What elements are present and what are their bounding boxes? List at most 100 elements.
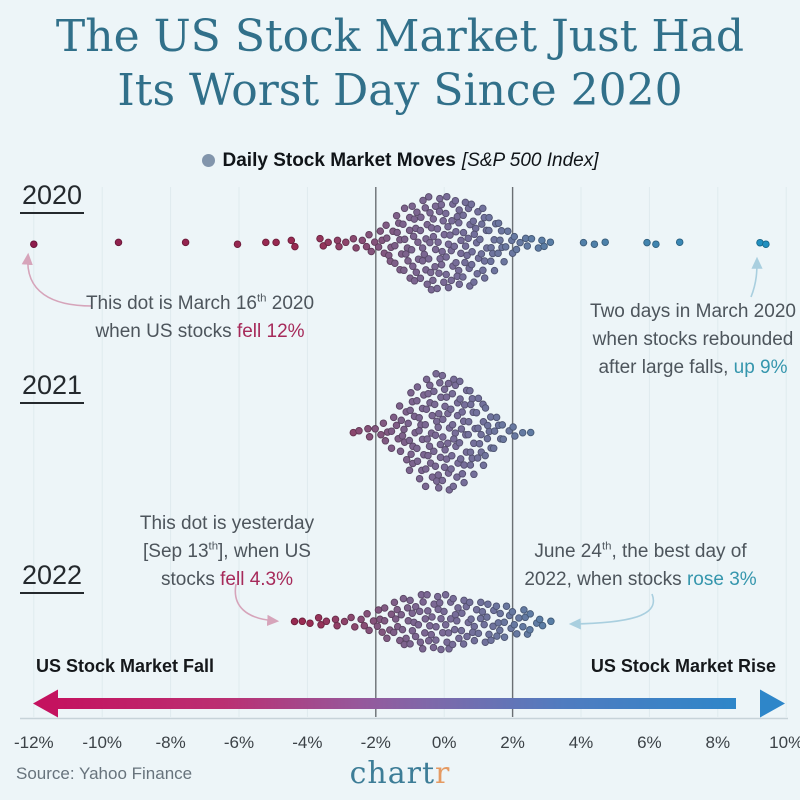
daily-move-dot bbox=[421, 420, 430, 429]
daily-move-dot bbox=[461, 258, 469, 267]
daily-move-dot bbox=[421, 482, 430, 491]
daily-move-dot bbox=[426, 238, 434, 247]
axis-tick-label: -2% bbox=[360, 733, 391, 752]
chart-title-line1: The US Stock Market Just Had bbox=[55, 11, 745, 62]
daily-move-dot bbox=[452, 227, 460, 236]
daily-move-dot bbox=[444, 439, 452, 447]
fall-rise-gradient-arrow bbox=[33, 689, 785, 718]
daily-move-dot bbox=[389, 413, 398, 422]
daily-move-dot bbox=[441, 621, 450, 629]
daily-move-dot bbox=[500, 257, 508, 266]
daily-move-dot bbox=[416, 274, 425, 283]
daily-move-dot bbox=[395, 402, 404, 410]
daily-move-dot bbox=[518, 428, 527, 437]
daily-move-dot bbox=[415, 474, 424, 483]
daily-move-dot bbox=[455, 439, 464, 447]
daily-move-dot bbox=[579, 238, 588, 247]
daily-move-dot bbox=[546, 238, 555, 246]
daily-move-dot bbox=[434, 238, 442, 246]
daily-move-dot bbox=[459, 640, 468, 648]
daily-move-dot bbox=[473, 269, 481, 278]
daily-move-dot bbox=[422, 465, 430, 473]
daily-move-dot bbox=[387, 427, 396, 435]
daily-move-dot bbox=[435, 599, 444, 607]
daily-move-dot bbox=[449, 594, 457, 603]
daily-move-dot bbox=[262, 238, 270, 247]
daily-move-dot bbox=[468, 248, 476, 256]
daily-move-dot bbox=[424, 451, 432, 460]
daily-move-dot bbox=[422, 375, 431, 384]
daily-move-dot bbox=[409, 262, 417, 271]
daily-move-dot bbox=[418, 244, 427, 252]
daily-move-dot bbox=[335, 242, 343, 251]
daily-move-dot bbox=[181, 238, 190, 247]
arrow-left-head bbox=[33, 689, 58, 718]
daily-move-dot bbox=[391, 259, 399, 267]
daily-move-dot bbox=[422, 405, 431, 413]
daily-move-dot bbox=[423, 280, 431, 288]
daily-move-dot bbox=[431, 245, 440, 254]
daily-move-dot bbox=[444, 379, 453, 388]
arrow-to-sep13-dot bbox=[234, 583, 280, 626]
daily-move-dot bbox=[467, 615, 475, 623]
daily-move-dot bbox=[433, 592, 442, 601]
daily-move-dot bbox=[434, 484, 443, 492]
daily-move-dot bbox=[473, 454, 482, 462]
daily-move-dot bbox=[392, 211, 401, 220]
daily-move-dot bbox=[526, 610, 534, 618]
axis-tick-label: -4% bbox=[292, 733, 323, 752]
daily-move-dot bbox=[477, 598, 485, 607]
daily-move-dot bbox=[397, 610, 406, 619]
daily-move-dot bbox=[434, 423, 442, 432]
daily-move-dot bbox=[455, 219, 463, 227]
daily-move-dot bbox=[467, 400, 475, 409]
daily-move-dot bbox=[496, 236, 504, 244]
daily-move-dot bbox=[387, 444, 396, 452]
daily-move-dot bbox=[499, 435, 508, 444]
daily-move-dot bbox=[403, 604, 412, 612]
daily-move-dot bbox=[444, 629, 453, 637]
annotation-june2022: June 24th, the best day of 2022, when st… bbox=[524, 540, 757, 590]
daily-move-dot bbox=[426, 209, 434, 217]
daily-move-dot bbox=[470, 278, 478, 286]
daily-move-dot bbox=[500, 618, 509, 627]
daily-move-dot bbox=[457, 236, 465, 245]
axis-tick-label: -12% bbox=[13, 733, 54, 752]
daily-move-dot bbox=[453, 617, 461, 625]
daily-move-dot bbox=[352, 244, 360, 252]
daily-move-dot bbox=[438, 476, 447, 485]
daily-move-dot bbox=[413, 457, 422, 465]
daily-move-dot bbox=[431, 431, 440, 439]
daily-move-dot bbox=[479, 461, 488, 470]
daily-move-dot bbox=[396, 447, 405, 456]
daily-move-dot bbox=[357, 615, 365, 624]
axis-tick-label: 4% bbox=[568, 733, 594, 752]
daily-move-dot bbox=[371, 425, 379, 433]
daily-move-dot bbox=[358, 236, 367, 245]
daily-move-dot bbox=[393, 605, 401, 614]
daily-move-dot bbox=[421, 615, 430, 623]
daily-move-dot bbox=[490, 427, 499, 435]
daily-move-dot bbox=[317, 621, 325, 629]
daily-move-dot bbox=[470, 636, 479, 645]
daily-move-dot bbox=[400, 235, 409, 244]
axis-tick-label: 10% bbox=[769, 733, 800, 752]
daily-move-dot bbox=[437, 645, 445, 654]
daily-move-dot bbox=[483, 613, 491, 621]
daily-move-dot bbox=[380, 604, 389, 612]
daily-move-dot bbox=[440, 607, 448, 616]
daily-move-dot bbox=[498, 421, 507, 429]
daily-move-dot bbox=[458, 408, 466, 416]
arrow-to-rebound-dots bbox=[750, 256, 763, 298]
daily-move-dot bbox=[400, 425, 408, 434]
daily-move-dot bbox=[431, 262, 439, 271]
annotation-arrows bbox=[21, 252, 763, 630]
daily-move-dot bbox=[454, 604, 462, 612]
daily-move-dot bbox=[316, 234, 324, 243]
daily-move-dot bbox=[470, 230, 479, 239]
daily-move-dot bbox=[523, 242, 532, 250]
daily-move-dot bbox=[426, 622, 434, 630]
daily-move-dot bbox=[469, 217, 478, 225]
arrow-right-head bbox=[760, 689, 785, 718]
